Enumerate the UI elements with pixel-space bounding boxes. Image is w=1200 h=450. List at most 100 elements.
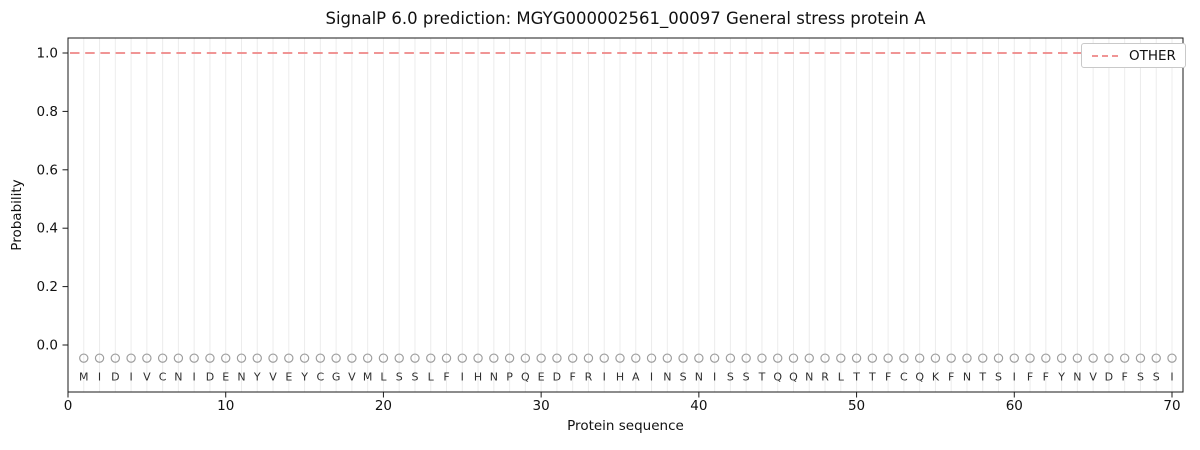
legend: OTHER [1081,43,1186,68]
y-tick-label: 0.2 [37,279,58,295]
residue-letter: T [868,371,876,384]
residue-marker-circle [773,353,783,363]
residue-letter: D [1105,371,1113,384]
y-tick-label: 0.4 [37,221,58,237]
residue-letter: T [852,371,860,384]
residue-letter: D [206,371,214,384]
y-tick-label: 0.8 [37,104,58,120]
residue-letter: V [348,371,356,384]
residue-letter: Q [521,371,530,384]
residue-letter: N [1073,371,1081,384]
residue-letter: C [316,371,324,384]
residue-marker-circle [394,353,404,363]
residue-letter: I [713,371,716,384]
residue-marker-circle [899,353,909,363]
residue-marker-circle [315,353,326,363]
residue-letter: S [727,371,734,384]
residue-letter: I [193,371,196,384]
chart-title: SignalP 6.0 prediction: MGYG000002561_00… [325,9,926,28]
residue-marker-circle [914,353,925,363]
residue-letter: N [490,371,498,384]
residue-marker-circle [1041,353,1051,363]
residue-letter: D [553,371,561,384]
residue-letter: S [680,371,687,384]
residue-letter: Q [773,371,782,384]
residue-marker-circle [457,353,467,363]
residue-letter: L [380,371,387,384]
residue-letter: F [443,371,449,384]
residue-marker-circle [741,353,751,363]
residue-letter: S [411,371,418,384]
residue-marker-circle [1056,353,1067,363]
residue-marker-circle [173,353,184,363]
residue-letter: G [332,371,341,384]
x-tick-label: 20 [375,398,392,414]
residue-marker-circle [157,353,168,363]
residue-marker-circle [362,353,373,363]
residue-marker-circle [520,353,531,363]
residue-letter: I [1170,371,1173,384]
residue-letter: I [650,371,653,384]
residue-marker-circle [851,353,862,363]
residue-marker-circle [331,353,341,363]
residue-letter: S [396,371,403,384]
y-tick-label: 0.0 [37,338,58,354]
residue-marker-circle [836,353,846,363]
residue-marker-circle [347,353,357,363]
residue-letter: R [585,371,593,384]
residue-letter: S [743,371,750,384]
x-tick-label: 10 [217,398,234,414]
residue-letter: F [570,371,576,384]
x-tick-label: 40 [690,398,707,414]
residue-marker-circle [883,353,893,363]
residue-marker-circle [678,353,688,363]
residue-letter: N [237,371,245,384]
residue-marker-circle [189,353,199,363]
residue-letter: L [428,371,435,384]
residue-letter: A [632,371,640,384]
plot-border [67,37,1184,393]
residue-letter: H [474,371,482,384]
residue-letter: S [1137,371,1144,384]
residue-marker-circle [1025,353,1035,363]
residue-marker-circle [599,353,609,363]
residue-marker-circle [110,353,121,363]
residue-marker-circle [583,353,594,363]
residue-letter: Y [253,371,261,384]
residue-letter: M [363,371,373,384]
residue-marker-circle [426,353,436,363]
residue-marker-circle [725,353,736,363]
residue-letter: R [821,371,829,384]
residue-letter: F [1043,371,1049,384]
residue-letter: N [963,371,971,384]
residue-letter: I [461,371,464,384]
residue-letter: Q [915,371,924,384]
residue-marker-circle [1009,353,1019,363]
residue-marker-circle [694,353,704,363]
y-tick-label: 1.0 [37,46,58,62]
residue-marker-circle [631,353,641,363]
residue-marker-circle [142,353,152,363]
residue-marker-circle [504,353,515,363]
residue-letter: I [1013,371,1016,384]
residue-marker-circle [1088,353,1098,363]
residue-marker-circle [1119,353,1130,363]
residue-marker-circle [946,353,956,363]
residue-letter: M [79,371,89,384]
residue-marker-circle [962,353,972,363]
x-tick-label: 60 [1006,398,1023,414]
residue-letter: E [285,371,292,384]
residue-letter: S [1153,371,1160,384]
residue-marker-circle [646,353,657,363]
residue-letter: V [143,371,151,384]
residue-letter: F [1122,371,1128,384]
residue-marker-circle [804,353,814,363]
residue-letter: I [603,371,606,384]
residue-marker-circle [205,353,215,363]
residue-marker-circle [567,353,578,363]
residue-letter: F [885,371,891,384]
residue-letter: V [269,371,277,384]
residue-marker-circle [1151,353,1161,363]
